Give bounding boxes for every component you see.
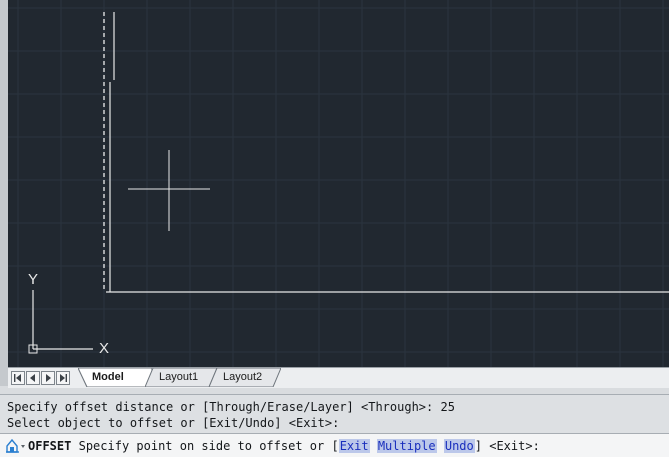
drawing-objects: Y X <box>28 12 669 357</box>
previous-tab-icon <box>30 374 35 382</box>
command-prompt-text: OFFSET Specify point on side to offset o… <box>28 439 540 453</box>
next-tab-icon <box>46 374 51 382</box>
option-multiple[interactable]: Multiple <box>376 439 437 453</box>
command-line[interactable]: OFFSET Specify point on side to offset o… <box>0 433 669 457</box>
tab-layout2-label: Layout2 <box>223 371 263 383</box>
ucs-y-label: Y <box>28 271 38 288</box>
drawing-viewport[interactable]: Y X <box>8 0 669 367</box>
last-tab-button[interactable] <box>56 371 70 385</box>
option-undo[interactable]: Undo <box>443 439 475 453</box>
ucs-x-label: X <box>99 340 109 357</box>
tab-layout2[interactable]: Layout2 <box>209 368 281 387</box>
first-tab-button[interactable] <box>11 371 25 385</box>
command-prompt-icon <box>6 438 25 453</box>
previous-tab-button[interactable] <box>26 371 40 385</box>
layout-tab-bar: Model Layout1 Layout2 <box>8 367 669 388</box>
tab-layout1-label: Layout1 <box>159 371 199 383</box>
option-exit[interactable]: Exit <box>338 439 370 453</box>
ucs-icon: Y X <box>28 271 109 357</box>
tab-layout1[interactable]: Layout1 <box>145 368 217 387</box>
current-command: OFFSET <box>28 439 72 453</box>
first-tab-icon <box>14 374 21 382</box>
tab-model[interactable]: Model <box>78 368 152 387</box>
drawing-grid <box>8 0 669 367</box>
crosshair-cursor <box>128 150 210 231</box>
history-line-2: Select object to offset or [Exit/Undo] <… <box>7 416 340 430</box>
command-history: Specify offset distance or [Through/Eras… <box>0 394 669 433</box>
command-prompt-button[interactable] <box>4 436 28 456</box>
prompt-suffix: ] <Exit>: <box>474 439 540 453</box>
tab-model-label: Model <box>92 371 124 383</box>
next-tab-button[interactable] <box>41 371 55 385</box>
history-line-1: Specify offset distance or [Through/Eras… <box>7 400 455 414</box>
prompt-prefix: Specify point on side to offset or [ <box>78 439 339 453</box>
last-tab-icon <box>60 374 67 382</box>
